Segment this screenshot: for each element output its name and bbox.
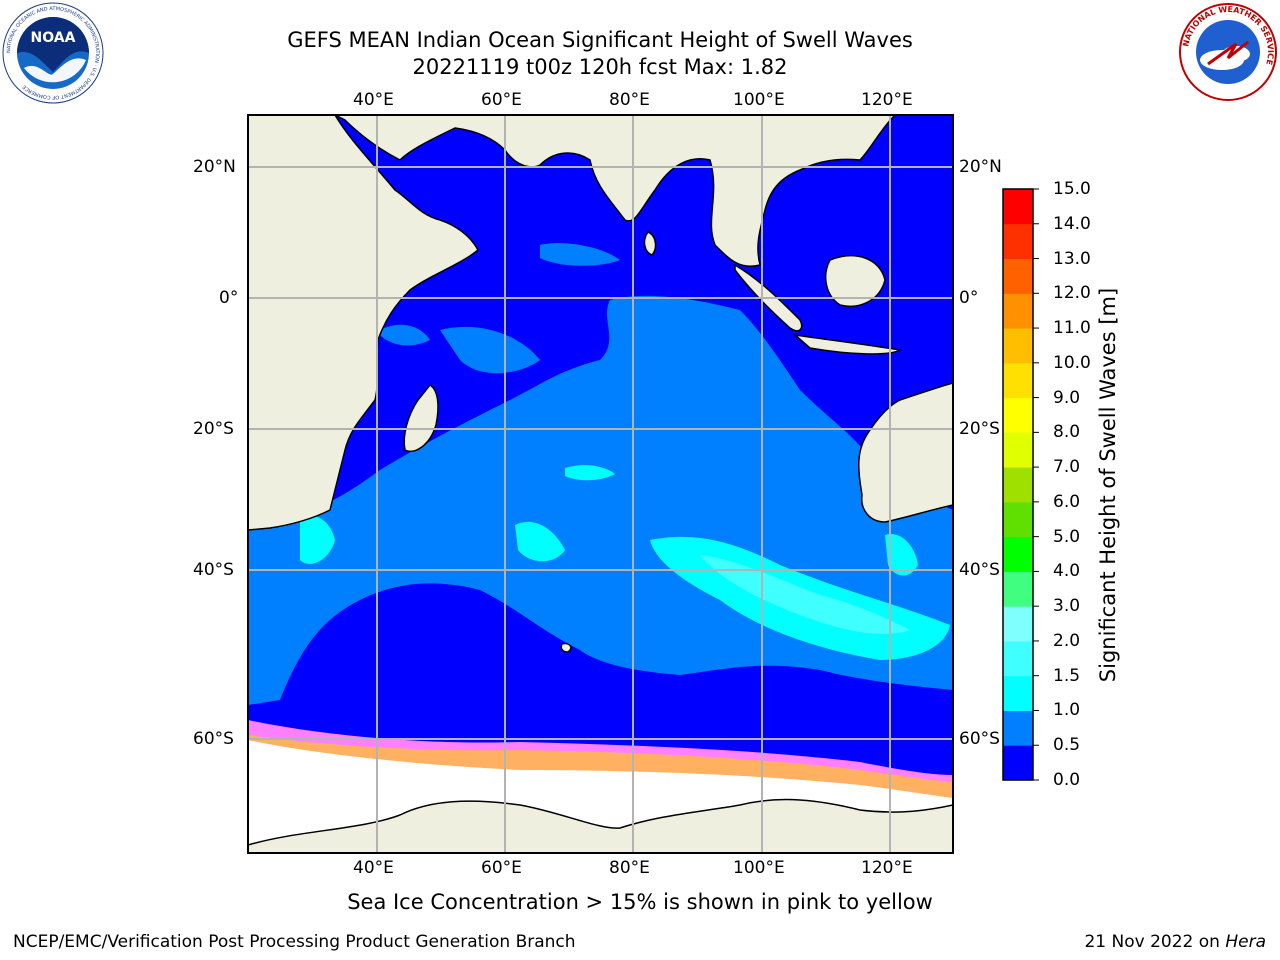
land-masses [248,115,953,853]
colorbar [1002,188,1039,781]
colorbar-segment [1003,675,1033,711]
colorbar-segment [1003,189,1033,225]
map-frame [247,114,954,854]
lon-label-top: 100°E [733,90,785,110]
lon-label-bottom: 60°E [481,858,522,878]
colorbar-segment [1003,501,1033,538]
colorbar-tick-label: 15.0 [1053,179,1091,199]
chart-title: GEFS MEAN Indian Ocean Significant Heigh… [287,28,913,52]
lon-label-bottom: 40°E [353,858,394,878]
run-date: 21 Nov 2022 on Hera [1084,932,1266,952]
colorbar-segment [1003,397,1033,433]
lat-label-left: 20°N [193,157,236,177]
colorbar-segment [1003,432,1033,468]
lon-label-bottom: 80°E [609,858,650,878]
lon-label-top: 120°E [861,90,913,110]
colorbar-tick-label: 11.0 [1053,318,1091,339]
lon-label-bottom: 120°E [861,858,913,878]
colorbar-segment [1003,328,1033,364]
colorbar-segment [1003,223,1033,260]
lat-label-left: 40°S [193,560,234,580]
colorbar-segment [1003,710,1033,746]
machine-name: Hera [1225,932,1266,952]
lat-label-left: 0° [219,288,239,308]
colorbar-tick-label: 7.0 [1053,457,1081,478]
colorbar-segment [1003,293,1033,329]
lon-label-top: 60°E [481,90,522,110]
colorbar-tick-label: 1.5 [1053,665,1081,686]
colorbar-tick-label: 8.0 [1053,422,1081,443]
credit-text: NCEP/EMC/Verification Post Processing Pr… [13,932,576,952]
lat-label-right: 40°S [959,560,1000,580]
colorbar-frame [1002,188,1034,781]
sea-ice-caption: Sea Ice Concentration > 15% is shown in … [347,890,933,914]
colorbar-segment [1003,536,1033,572]
colorbar-tick-label: 0.5 [1053,735,1081,756]
lat-label-right: 0° [959,288,979,308]
lat-label-right: 20°S [959,419,1000,439]
lat-label-left: 60°S [193,729,234,749]
lon-label-top: 80°E [609,90,650,110]
colorbar-segment [1003,640,1033,677]
colorbar-segment [1003,606,1033,642]
colorbar-tick-label: 13.0 [1053,248,1091,269]
chart-subtitle: 20221119 t00z 120h fcst Max: 1.82 [412,55,788,79]
lat-label-left: 20°S [193,419,234,439]
colorbar-tick-label: 1.0 [1053,700,1081,721]
noaa-logo-icon: NOAA NATIONAL OCEANIC AND ATMOSPHERIC AD… [2,2,104,104]
colorbar-segment [1003,467,1033,503]
nws-logo-icon: NATIONAL WEATHER SERVICE [1179,3,1277,101]
lon-label-top: 40°E [353,90,394,110]
run-date-text: 21 Nov 2022 on [1084,932,1226,952]
colorbar-label: Significant Height of Swell Waves [m] [1096,287,1120,683]
lat-label-right: 20°N [959,157,1002,177]
lon-label-bottom: 100°E [733,858,785,878]
colorbar-tick-label: 6.0 [1053,491,1081,512]
colorbar-tick-label: 14.0 [1053,213,1091,234]
map-gridlines [248,115,953,853]
lat-label-right: 60°S [959,729,1000,749]
colorbar-tick-label: 2.0 [1053,630,1081,651]
swell-band-1p5-2p0 [700,555,910,635]
colorbar-tick-label: 10.0 [1053,352,1091,373]
colorbar-tick-label: 0.0 [1053,770,1081,790]
colorbar-segment [1003,258,1033,294]
colorbar-segment [1003,362,1033,399]
colorbar-tick-label: 9.0 [1053,387,1081,408]
colorbar-segment [1003,571,1033,607]
noaa-logo-text: NOAA [31,30,76,46]
colorbar-tick-label: 12.0 [1053,283,1091,304]
colorbar-segment [1003,745,1033,781]
colorbar-tick-label: 5.0 [1053,526,1081,547]
colorbar-tick-label: 3.0 [1053,596,1081,617]
colorbar-tick-label: 4.0 [1053,561,1081,582]
